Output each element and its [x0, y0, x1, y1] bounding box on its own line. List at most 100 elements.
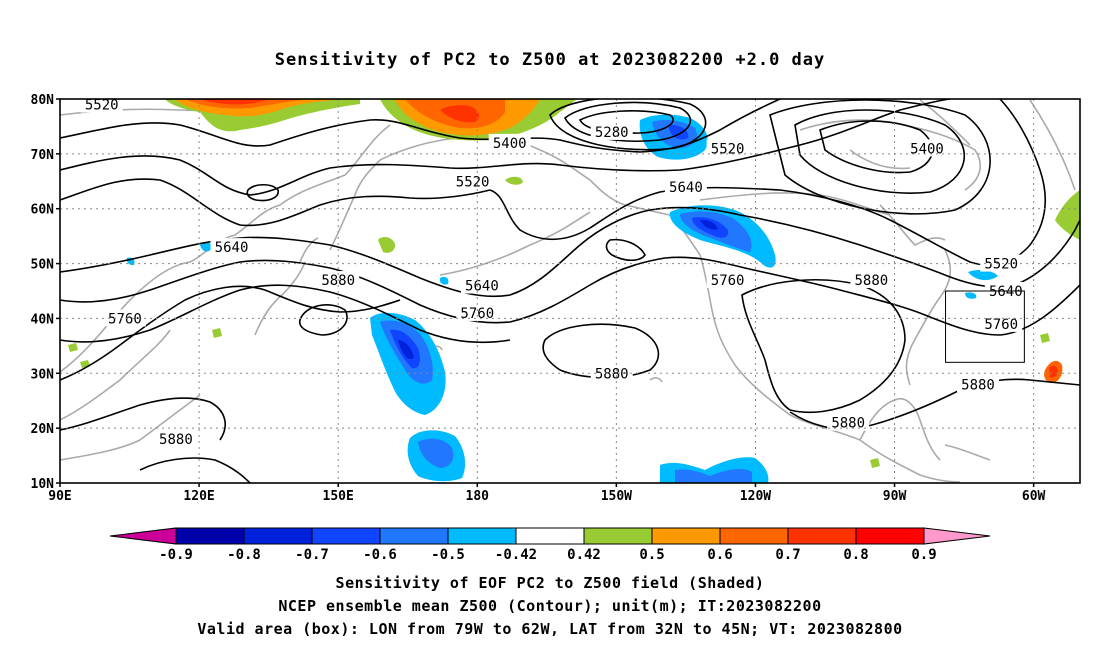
contour-label-background [980, 314, 1023, 332]
contour-label-background [210, 238, 253, 256]
longitude-label: 120E [183, 489, 214, 504]
colorbar-swatch [583, 527, 653, 545]
contour-label-text: 5520 [85, 97, 119, 113]
contour-label-text: 5640 [669, 180, 703, 196]
contour-label-background [850, 271, 893, 289]
colorbar-swatch [243, 527, 313, 545]
longitude-label: 180 [466, 489, 490, 504]
longitude-label: 150E [323, 489, 354, 504]
contour-label-text: 5880 [855, 273, 889, 289]
colorbar-label: -0.9 [159, 547, 193, 563]
contour-label-background [488, 133, 531, 151]
contour-label-background [664, 177, 707, 195]
contour-value-label: 5640 [460, 276, 503, 295]
colorbar-label: -0.8 [227, 547, 261, 563]
contour-label-text: 5400 [493, 136, 527, 152]
colorbar-swatch [175, 527, 245, 545]
colorbar-label: 0.9 [911, 547, 936, 563]
contour-label-background [456, 303, 499, 321]
contour-value-label: 5640 [210, 238, 253, 256]
colorbar-min-triangle [109, 527, 177, 545]
colorbar-swatch [311, 527, 381, 545]
contour-label-background [706, 139, 749, 157]
contour-label-text: 5760 [711, 273, 745, 289]
contour-value-label: 5760 [103, 309, 146, 327]
colorbar-label: 0.42 [567, 547, 601, 563]
contour-label-text: 5880 [961, 377, 995, 393]
colorbar-label: 0.7 [775, 547, 800, 563]
contour-label-background [451, 172, 494, 190]
contour-label-text: 5520 [456, 174, 490, 190]
longitude-label: 150W [601, 489, 632, 504]
contour-label-background [460, 276, 503, 294]
longitude-labels: 90E 120E 150E 180 150W 120W 90W 60W [48, 483, 1046, 504]
contour-label-background [590, 122, 633, 140]
contour-value-label: 5400 [906, 139, 948, 157]
colorbar-label: -0.7 [295, 547, 329, 563]
contour-label-text: 5640 [465, 279, 499, 295]
colorbar-label: -0.5 [431, 547, 465, 563]
latitude-label: 20N [31, 422, 55, 437]
latitude-label: 70N [31, 148, 55, 163]
contour-value-label: 5640 [664, 177, 707, 196]
contour-value-label: 5760 [456, 303, 499, 322]
colorbar-swatch [651, 527, 721, 545]
contour-label-text: 5880 [321, 273, 355, 289]
longitude-label: 120W [740, 489, 771, 504]
latitude-label: 40N [31, 312, 55, 327]
contour-value-label: 5280 [590, 122, 633, 141]
contour-label-text: 5880 [159, 432, 193, 448]
contour-label-text: 5520 [984, 257, 1018, 273]
sensitivity-shading [68, 99, 1080, 483]
colorbar [109, 527, 991, 545]
contour-label-background [980, 254, 1023, 272]
contour-label-background [154, 430, 197, 448]
colorbar-swatch [447, 527, 517, 545]
contour-value-label: 5880 [590, 364, 633, 382]
colorbar-swatch [719, 527, 789, 545]
contour-label-text: 5880 [831, 416, 865, 432]
contour-label-text: 5760 [460, 306, 494, 322]
contour-value-label: 5880 [154, 430, 197, 448]
colorbar-labels: -0.9 -0.8 -0.7 -0.6 -0.5 -0.42 0.42 0.5 0.6 0.7 0.… [159, 547, 937, 563]
colorbar-label: -0.6 [363, 547, 397, 563]
latitude-label: 50N [31, 258, 55, 273]
contour-value-label: 5880 [850, 271, 893, 289]
contour-value-label: 5880 [827, 413, 870, 432]
latitude-labels: 80N 70N 60N 50N 40N 30N 20N 10N [31, 93, 60, 492]
contour-label-text: 5640 [215, 240, 249, 256]
contour-label-background [957, 375, 999, 393]
gridlines [60, 99, 1080, 483]
contour-label-text: 5640 [989, 284, 1023, 300]
contour-label-text: 5760 [984, 317, 1018, 333]
caption-contour: NCEP ensemble mean Z500 (Contour); unit(… [278, 597, 822, 615]
contour-value-label: 5520 [451, 172, 494, 190]
contour-label-background [80, 99, 123, 113]
valid-area-box [945, 290, 1025, 363]
colorbar-swatch [787, 527, 857, 545]
latitude-label: 30N [31, 367, 55, 382]
colorbar-label: 0.5 [639, 547, 664, 563]
contour-value-label: 5520 [80, 97, 123, 113]
contour-label-text: 5280 [595, 125, 629, 141]
contour-label-text: 5880 [595, 366, 629, 382]
contour-label-background [827, 413, 870, 431]
map-frame [59, 98, 1081, 484]
colorbar-label: 0.6 [707, 547, 732, 563]
contour-label-text: 5760 [108, 311, 142, 327]
caption-valid-area: Valid area (box): LON from 79W to 62W, L… [197, 620, 903, 638]
contour-value-label: 5880 [957, 375, 999, 393]
contour-label-background [706, 271, 749, 289]
contour-labels: 5520 5400 5280 5520 5400 5520 5640 5640 5880 5640… [80, 97, 1027, 448]
colorbar-swatch [855, 527, 925, 545]
colorbar-swatch [379, 527, 449, 545]
contour-value-label: 5400 [488, 133, 531, 152]
contour-label-text: 5520 [711, 141, 745, 157]
map-figure: 5520 5400 5280 5520 5400 5520 5640 5640 5880 5640… [31, 93, 1081, 563]
colorbar-max-triangle [923, 527, 991, 545]
contour-value-label: 5520 [980, 254, 1023, 273]
colorbar-label: 0.8 [843, 547, 868, 563]
contour-value-label: 5760 [706, 271, 749, 289]
longitude-label: 90E [48, 489, 71, 504]
latitude-label: 10N [31, 477, 55, 492]
